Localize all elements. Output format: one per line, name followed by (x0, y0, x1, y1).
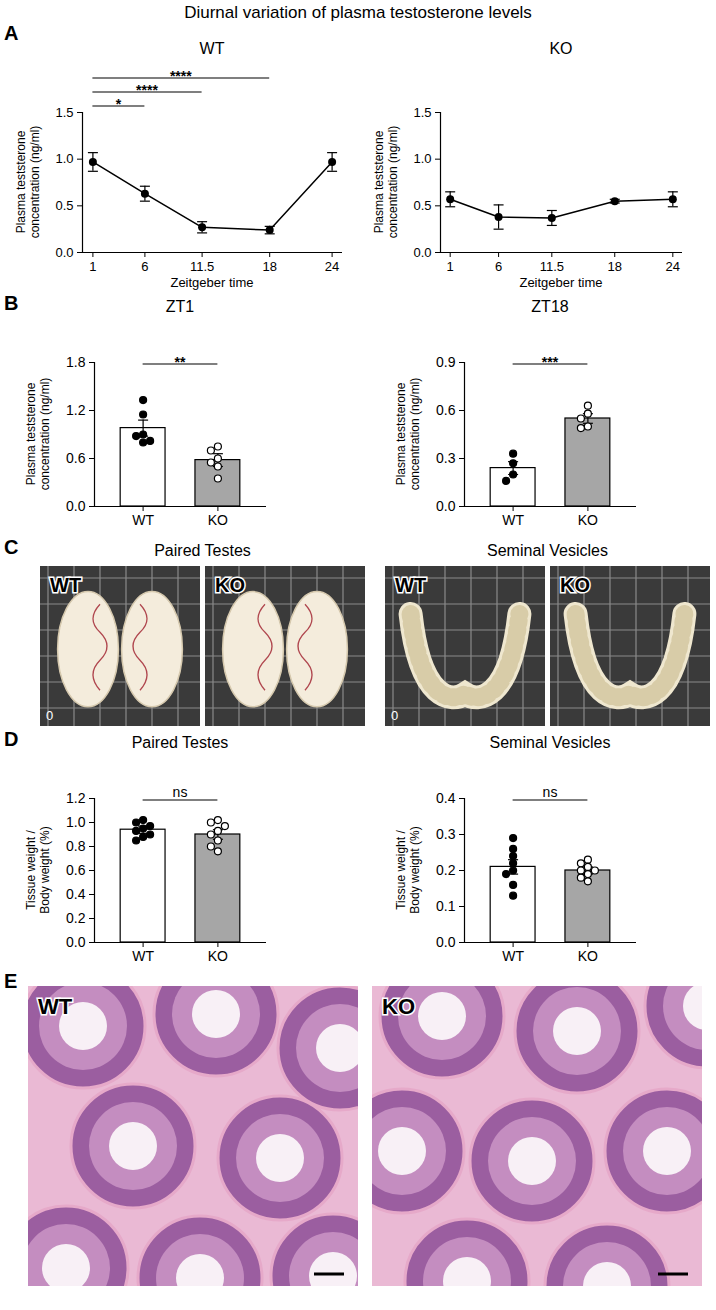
html-text:Paired Testes: Paired Testes (154, 542, 251, 559)
svg-text:0.0: 0.0 (413, 245, 431, 260)
svg-text:6: 6 (495, 259, 502, 274)
svg-text:0.4: 0.4 (66, 886, 86, 902)
svg-text:1.5: 1.5 (55, 105, 73, 120)
html-text:KO: KO (549, 40, 573, 57)
html-text:Plasma teststerone: Plasma teststerone (372, 130, 386, 234)
html-text:Paired Testes: Paired Testes (131, 734, 229, 751)
html-text:Tissue weight /: Tissue weight / (24, 830, 38, 910)
svg-text:****: **** (136, 82, 158, 98)
svg-text:0.3: 0.3 (436, 450, 456, 466)
svg-text:0.8: 0.8 (66, 838, 86, 854)
svg-text:KO: KO (578, 512, 598, 528)
html-text:Seminal Vesicles: Seminal Vesicles (489, 734, 611, 751)
svg-text:KO: KO (382, 994, 415, 1019)
html-text:D: D (4, 728, 19, 750)
html-text:Plasma teststerone: Plasma teststerone (394, 382, 408, 486)
svg-text:11.5: 11.5 (540, 259, 564, 274)
svg-text:24: 24 (325, 259, 339, 274)
svg-text:0.0: 0.0 (436, 934, 456, 950)
html-text:concentration (ng/ml): concentration (ng/ml) (386, 125, 400, 239)
svg-text:****: **** (170, 68, 192, 84)
html-text:Zeitgeber time: Zeitgeber time (170, 275, 254, 290)
svg-text:WT: WT (38, 994, 73, 1019)
svg-text:0: 0 (46, 708, 53, 723)
svg-text:0.5: 0.5 (413, 198, 431, 213)
svg-text:0.0: 0.0 (436, 498, 456, 514)
html-text:ZT1: ZT1 (165, 298, 195, 315)
svg-text:0.6: 0.6 (436, 402, 456, 418)
svg-text:0.2: 0.2 (436, 862, 456, 878)
svg-text:WT: WT (502, 512, 524, 528)
html-text:ZT18: ZT18 (531, 298, 569, 315)
svg-text:0.3: 0.3 (436, 826, 456, 842)
svg-text:0.0: 0.0 (66, 498, 86, 514)
svg-text:WT: WT (132, 948, 154, 964)
svg-text:0.2: 0.2 (66, 910, 86, 926)
svg-text:WT: WT (50, 574, 81, 596)
svg-text:KO: KO (215, 574, 245, 596)
svg-text:0.9: 0.9 (436, 354, 456, 370)
svg-text:1.2: 1.2 (66, 402, 86, 418)
svg-text:0.1: 0.1 (436, 898, 456, 914)
svg-text:18: 18 (262, 259, 276, 274)
svg-text:0.0: 0.0 (66, 934, 86, 950)
svg-text:24: 24 (666, 259, 680, 274)
svg-text:1.8: 1.8 (66, 354, 86, 370)
html-text:Tissue weight /: Tissue weight / (394, 830, 408, 910)
html-text:Body weight (%): Body weight (%) (38, 826, 52, 914)
html-text:Body weight (%): Body weight (%) (408, 826, 422, 914)
html-text:concentration (ng/ml): concentration (ng/ml) (38, 377, 52, 491)
svg-text:1.5: 1.5 (413, 105, 431, 120)
svg-text:WT: WT (502, 948, 524, 964)
svg-text:KO: KO (208, 512, 228, 528)
html-text:Diurnal variation of plasma te: Diurnal variation of plasma testosterone… (184, 3, 532, 22)
svg-text:WT: WT (132, 512, 154, 528)
svg-text:0.5: 0.5 (55, 198, 73, 213)
svg-text:0.0: 0.0 (55, 245, 73, 260)
svg-text:0: 0 (391, 708, 398, 723)
svg-text:WT: WT (395, 574, 426, 596)
svg-text:1: 1 (447, 259, 454, 274)
svg-text:6: 6 (141, 259, 148, 274)
svg-text:KO: KO (208, 948, 228, 964)
svg-text:1.0: 1.0 (55, 151, 73, 166)
svg-text:**: ** (175, 354, 186, 370)
svg-text:1: 1 (89, 259, 96, 274)
svg-text:KO: KO (578, 948, 598, 964)
html-text:WT: WT (199, 40, 225, 57)
svg-text:KO: KO (560, 574, 590, 596)
svg-text:ns: ns (543, 784, 558, 800)
svg-text:1.0: 1.0 (66, 814, 86, 830)
html-text:B: B (4, 292, 19, 314)
svg-text:***: *** (542, 354, 559, 370)
html-text:concentration (ng/ml): concentration (ng/ml) (408, 377, 422, 491)
html-text:E: E (4, 970, 18, 992)
html-text:concentration (ng/ml): concentration (ng/ml) (28, 125, 42, 239)
html-text:Seminal Vesicles: Seminal Vesicles (487, 542, 608, 559)
svg-text:ns: ns (173, 784, 188, 800)
svg-text:0.4: 0.4 (436, 790, 456, 806)
svg-text:18: 18 (608, 259, 622, 274)
html-text:C: C (4, 536, 19, 558)
html-text:Plasma teststerone: Plasma teststerone (24, 382, 38, 486)
svg-text:0.6: 0.6 (66, 862, 86, 878)
html-text:Plasma teststerone: Plasma teststerone (14, 130, 28, 234)
svg-text:1.2: 1.2 (66, 790, 86, 806)
svg-text:1.0: 1.0 (413, 151, 431, 166)
svg-text:*: * (116, 96, 122, 112)
svg-text:0.6: 0.6 (66, 450, 86, 466)
html-text:A: A (4, 22, 19, 44)
html-text:Zeitgeber time: Zeitgeber time (519, 275, 603, 290)
svg-text:11.5: 11.5 (190, 259, 214, 274)
